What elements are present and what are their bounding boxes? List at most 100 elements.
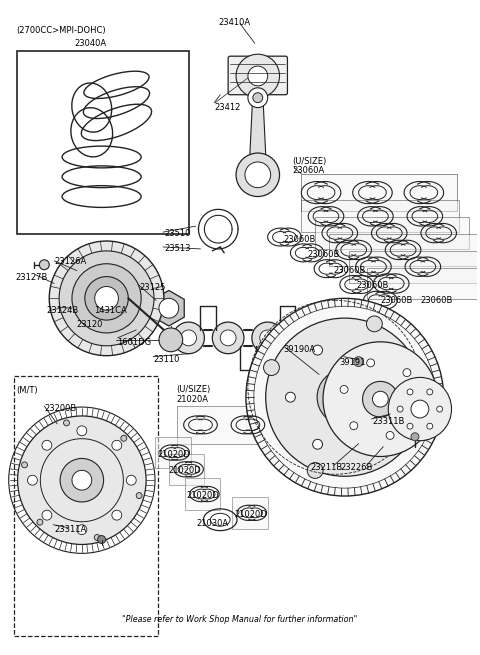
Circle shape [312,345,323,355]
Polygon shape [367,268,480,299]
Circle shape [77,426,87,436]
Bar [13,377,158,637]
Circle shape [354,357,363,367]
Circle shape [264,360,279,375]
Text: 23200B: 23200B [44,404,76,413]
Circle shape [121,436,127,441]
Circle shape [407,423,413,429]
Text: 23410A: 23410A [218,18,251,27]
Circle shape [350,422,358,430]
Circle shape [317,369,372,425]
Polygon shape [232,497,268,529]
Circle shape [159,298,179,318]
Circle shape [112,440,122,450]
Circle shape [37,519,43,525]
Circle shape [253,93,263,103]
Circle shape [427,389,433,395]
Polygon shape [249,93,267,175]
Circle shape [167,332,175,340]
FancyBboxPatch shape [228,56,288,95]
Text: 23125: 23125 [139,282,166,291]
Circle shape [394,392,404,402]
Circle shape [372,391,388,407]
Circle shape [307,462,323,478]
Circle shape [248,66,268,86]
Circle shape [236,153,279,196]
Text: 1431CA: 1431CA [94,307,126,315]
Circle shape [413,405,420,413]
Circle shape [245,162,271,187]
Circle shape [407,389,413,395]
Polygon shape [154,290,184,326]
Text: 39190A: 39190A [284,345,316,354]
Polygon shape [349,251,480,282]
Circle shape [22,462,27,468]
Text: 21020D: 21020D [169,466,202,476]
Circle shape [126,476,136,485]
Circle shape [39,260,49,270]
Circle shape [173,322,204,354]
Polygon shape [177,406,286,443]
Circle shape [18,416,146,544]
Polygon shape [301,174,457,212]
Circle shape [63,420,70,426]
Circle shape [72,264,141,333]
Circle shape [85,276,128,320]
Circle shape [60,458,104,502]
Text: 23060B: 23060B [420,296,452,305]
Polygon shape [169,453,204,485]
Text: 23211B: 23211B [310,463,342,472]
Text: (M/T): (M/T) [17,386,38,396]
Circle shape [397,406,403,412]
Circle shape [411,433,419,441]
Text: 23060B: 23060B [284,235,316,244]
Circle shape [266,318,424,476]
Text: 23120: 23120 [76,320,102,329]
Bar [17,51,189,234]
Circle shape [94,534,100,540]
Text: 23510: 23510 [164,229,190,238]
Circle shape [312,440,323,449]
Text: 21020D: 21020D [157,449,190,458]
Circle shape [410,419,426,435]
Bar [240,71,260,81]
Polygon shape [301,200,459,232]
Circle shape [42,440,52,450]
Circle shape [330,383,360,412]
Text: 23311A: 23311A [54,525,86,534]
Circle shape [403,369,411,377]
Text: 21020D: 21020D [234,510,267,519]
Polygon shape [185,478,220,510]
Circle shape [49,241,164,356]
Text: 23060B: 23060B [357,280,389,290]
Circle shape [427,423,433,429]
Text: 23060B: 23060B [380,296,413,305]
Circle shape [112,510,122,520]
Text: 23226B: 23226B [341,463,373,472]
Text: 23110: 23110 [153,354,180,364]
Text: 39191: 39191 [339,358,365,367]
Circle shape [333,322,364,354]
Circle shape [236,54,279,98]
Text: (U/SIZE): (U/SIZE) [177,385,211,394]
Circle shape [77,525,87,534]
Circle shape [95,286,119,310]
Text: 1601DG: 1601DG [118,338,152,347]
Circle shape [97,536,106,544]
Polygon shape [155,437,191,468]
Circle shape [159,328,183,352]
Polygon shape [329,234,479,266]
Circle shape [291,322,323,354]
Circle shape [437,406,443,412]
Circle shape [341,330,357,346]
Circle shape [72,470,92,490]
Text: 23127B: 23127B [16,272,48,282]
Circle shape [260,330,276,346]
Circle shape [286,392,295,402]
Circle shape [220,330,236,346]
Text: 23040A: 23040A [74,39,106,48]
Circle shape [42,510,52,520]
Circle shape [212,322,244,354]
Text: 23124B: 23124B [46,307,79,315]
Text: 23060A: 23060A [292,166,324,175]
